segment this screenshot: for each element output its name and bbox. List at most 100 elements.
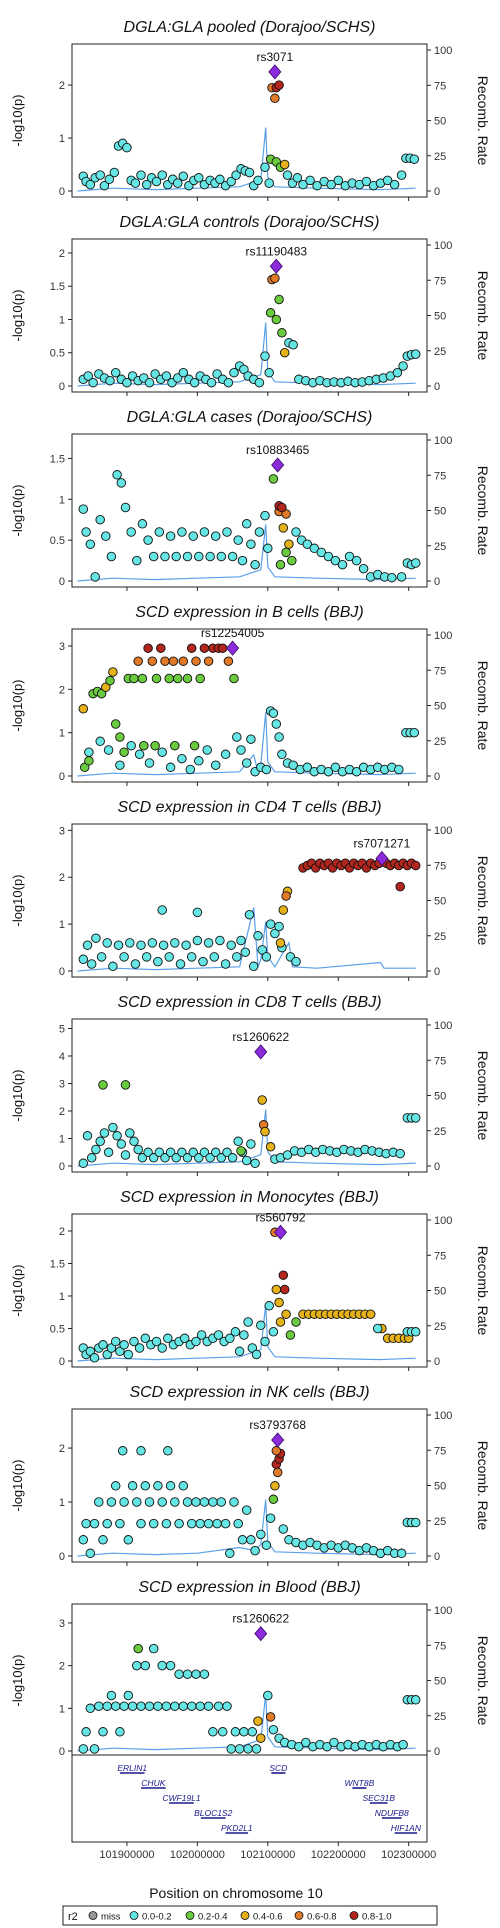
recomb-tick-label: 100 xyxy=(434,630,452,642)
snp-point xyxy=(172,673,183,684)
y-tick-label: 0 xyxy=(59,1551,65,1563)
snp-point xyxy=(387,572,397,583)
snp-point xyxy=(231,170,241,180)
recomb-tick-label: 75 xyxy=(434,80,446,92)
snp-point xyxy=(277,328,287,338)
recomb-axis-label: Recomb. Rate xyxy=(475,271,491,361)
snp-point xyxy=(122,142,132,153)
gene-label: WNT8B xyxy=(345,1778,375,1788)
snp-point xyxy=(186,643,197,653)
snp-point xyxy=(195,673,205,684)
snp-point xyxy=(181,940,191,950)
snp-point xyxy=(78,954,89,965)
snp-point xyxy=(81,1727,91,1737)
x-axis-label: Position on chromosome 10 xyxy=(149,1885,323,1901)
snp-point xyxy=(129,673,139,684)
snp-point xyxy=(282,1150,293,1160)
recomb-axis-label: Recomb. Rate xyxy=(475,466,491,556)
snp-point xyxy=(123,1349,134,1360)
snp-point xyxy=(268,708,279,718)
y-tick-label: 4 xyxy=(59,1051,65,1063)
locus-panel-5: SCD expression in CD4 T cells (BBJ) 0 1 2 3 -… xyxy=(10,799,491,981)
snp-point xyxy=(112,470,122,480)
snp-point xyxy=(270,273,280,284)
snp-point xyxy=(254,377,265,388)
snp-point xyxy=(157,1660,167,1671)
y-axis-label: -log10(p) xyxy=(10,94,25,146)
snp-point xyxy=(302,539,313,549)
snp-point xyxy=(260,1336,270,1347)
recomb-axis-label: Recomb. Rate xyxy=(475,1051,491,1141)
snp-point xyxy=(123,1690,134,1701)
snp-point xyxy=(233,1518,243,1529)
gene-track: ERLIN1 SCD CHUK WNT8B CWF19L1 SEC31B BLOC1S2 ND… xyxy=(71,1754,436,1861)
y-tick-label: 0 xyxy=(59,771,65,783)
snp-point xyxy=(151,176,162,187)
snp-point xyxy=(192,935,203,946)
x-axis: Position on chromosome 10 xyxy=(149,1885,323,1901)
recomb-tick-label: 25 xyxy=(434,346,446,358)
recomb-axis-label: Recomb. Rate xyxy=(475,661,491,751)
snp-point xyxy=(103,1147,114,1158)
snp-point xyxy=(271,719,282,729)
snp-point xyxy=(256,1320,266,1331)
y-tick-label: 0 xyxy=(59,381,65,393)
snp-point xyxy=(298,179,308,190)
y-tick-label: 0 xyxy=(59,1356,65,1368)
snp-point xyxy=(191,656,201,666)
snp-point xyxy=(143,1147,153,1158)
y-axis-label: -log10(p) xyxy=(10,1069,25,1121)
snp-point xyxy=(206,377,217,388)
recomb-tick-label: 0 xyxy=(434,1746,440,1758)
snp-point xyxy=(147,656,158,666)
snp-point xyxy=(344,551,355,562)
snp-point xyxy=(172,178,183,188)
snp-point xyxy=(227,551,238,562)
snp-point xyxy=(157,1497,167,1507)
snp-point xyxy=(133,656,143,666)
snp-point xyxy=(260,1126,270,1137)
snp-point xyxy=(236,745,246,755)
y-tick-label: 1 xyxy=(59,919,65,931)
snp-point xyxy=(268,1724,279,1735)
recomb-tick-label: 50 xyxy=(434,896,446,908)
snp-point xyxy=(208,1727,218,1737)
snp-point xyxy=(178,1481,189,1491)
snp-point xyxy=(78,1744,89,1754)
snp-point xyxy=(395,881,405,892)
snp-point xyxy=(288,760,298,770)
snp-point xyxy=(161,1518,172,1529)
recomb-tick-label: 50 xyxy=(434,116,446,128)
recomb-tick-label: 0 xyxy=(434,381,440,393)
snp-point xyxy=(82,940,93,950)
y-tick-label: 1 xyxy=(59,1291,65,1303)
snp-point xyxy=(257,1095,267,1105)
snp-point xyxy=(281,547,291,558)
snp-point xyxy=(78,504,89,514)
x-tick-label: 102300000 xyxy=(381,1849,436,1861)
snp-point xyxy=(316,547,327,558)
snp-point xyxy=(226,176,236,187)
y-tick-label: 1 xyxy=(59,728,65,740)
snp-point xyxy=(270,928,280,939)
snp-point xyxy=(205,551,215,562)
snp-point xyxy=(148,1153,159,1163)
snp-point xyxy=(236,1146,246,1156)
legend-label: miss xyxy=(101,1912,121,1923)
legend-label: 0.8-1.0 xyxy=(362,1912,392,1923)
snp-point xyxy=(250,559,260,570)
snp-point xyxy=(85,179,96,190)
snp-point xyxy=(178,656,189,666)
legend-label: 0.2-0.4 xyxy=(198,1912,228,1923)
gene-label: BLOC1S2 xyxy=(194,1808,233,1818)
y-axis-label: -log10(p) xyxy=(10,679,25,731)
snp-point xyxy=(330,555,341,566)
snp-point xyxy=(230,1327,241,1337)
gene-label: NDUFB8 xyxy=(375,1808,409,1818)
snp-point xyxy=(409,154,420,164)
recomb-tick-label: 25 xyxy=(434,1711,446,1723)
snp-point xyxy=(123,1535,134,1545)
snp-point xyxy=(129,1136,139,1147)
snp-point xyxy=(165,1147,176,1158)
snp-point xyxy=(99,180,110,191)
